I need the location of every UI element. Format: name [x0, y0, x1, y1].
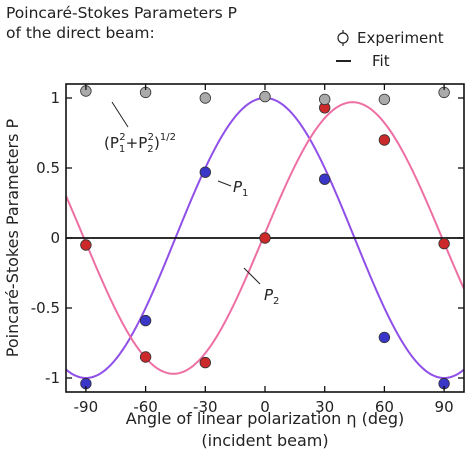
data-point-magnitude [319, 93, 331, 106]
x-tick-label: 90 [435, 398, 454, 416]
legend-experiment-marker [337, 32, 349, 44]
y-tick-label: -1 [45, 369, 60, 387]
x-tick-label: -30 [193, 398, 218, 416]
x-tick-label: 30 [315, 398, 334, 416]
annotation-p2-label: P2 [264, 286, 279, 307]
y-axis-title: Poincaré-Stokes Parameters P [3, 118, 22, 357]
data-point-p2 [199, 356, 212, 369]
x-tick-label: -60 [133, 398, 158, 416]
y-tick-label: 0.5 [36, 159, 60, 177]
x-tick-label: 60 [375, 398, 394, 416]
x-axis-title: Angle of linear polarization η (deg) [126, 409, 405, 428]
data-point-p1 [319, 173, 331, 185]
annotation-p2-leader [243, 267, 261, 285]
axis-ticks: -90 -60 -30 0 30 60 90 -1 -0.5 0 0.5 1 [31, 84, 464, 416]
data-point-p1 [378, 331, 391, 344]
data-point-p2 [139, 351, 152, 363]
x-tick-label: -90 [74, 398, 99, 416]
data-point-magnitude [259, 90, 271, 103]
legend-fit-label: Fit [372, 52, 390, 70]
data-point-p2 [378, 134, 391, 146]
legend: Experiment Fit [336, 29, 444, 70]
chart-title: Poincaré-Stokes Parameters P [6, 4, 237, 22]
data-point-p2 [259, 232, 271, 244]
data-point-p2 [438, 237, 450, 250]
data-point-magnitude [378, 93, 391, 106]
data-point-magnitude [199, 92, 212, 104]
data-point-p1 [139, 314, 152, 327]
y-tick-label: -0.5 [31, 299, 60, 317]
annotation-p1: P1 [217, 178, 248, 199]
annotation-magnitude-leader [111, 101, 129, 128]
x-tick-label: 0 [260, 398, 270, 416]
annotation-p1-label: P1 [233, 178, 248, 199]
x-axis-subtitle: (incident beam) [201, 431, 328, 450]
data-point-p1 [199, 166, 212, 178]
chart-subtitle: of the direct beam: [6, 24, 155, 42]
annotation-p2: P2 [243, 267, 279, 307]
legend-experiment-label: Experiment [357, 29, 444, 47]
y-tick-label: 0 [50, 229, 60, 247]
annotation-p1-leader [217, 180, 232, 187]
data-point-p2 [80, 239, 92, 251]
y-tick-label: 1 [50, 89, 60, 107]
annotation-magnitude-label: (P12+P22)1/2 [104, 132, 176, 155]
annotation-magnitude: (P12+P22)1/2 [104, 101, 176, 155]
